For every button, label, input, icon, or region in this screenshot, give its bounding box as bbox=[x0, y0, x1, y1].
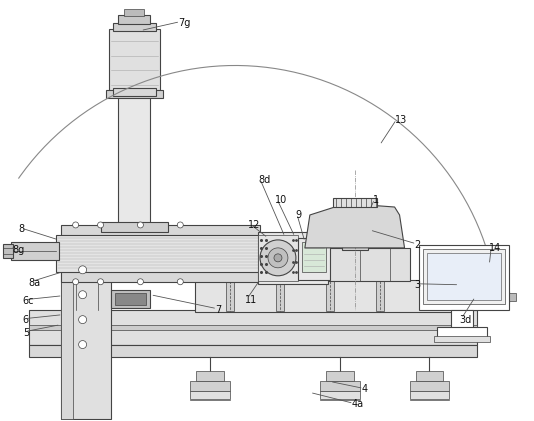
Text: 4a: 4a bbox=[352, 400, 364, 409]
Bar bbox=[428, 253, 501, 300]
Bar bbox=[195, 280, 459, 312]
Bar bbox=[190, 381, 230, 392]
Text: 13: 13 bbox=[395, 115, 407, 125]
Bar bbox=[506, 293, 516, 301]
Bar bbox=[29, 310, 477, 344]
Text: 8a: 8a bbox=[29, 278, 41, 288]
Bar bbox=[196, 371, 224, 381]
Bar bbox=[423, 249, 505, 304]
Circle shape bbox=[137, 279, 144, 285]
Bar bbox=[300, 248, 410, 281]
Circle shape bbox=[78, 316, 87, 324]
Bar bbox=[61, 235, 111, 419]
Bar bbox=[100, 222, 168, 232]
Text: 3d: 3d bbox=[459, 314, 472, 325]
Bar bbox=[298, 238, 330, 280]
Bar bbox=[410, 381, 450, 392]
Bar bbox=[420, 245, 509, 310]
Bar bbox=[415, 371, 443, 381]
Text: 2: 2 bbox=[414, 240, 421, 250]
Bar bbox=[124, 9, 144, 16]
Circle shape bbox=[78, 266, 87, 274]
Bar bbox=[70, 392, 111, 400]
Circle shape bbox=[78, 341, 87, 349]
Bar bbox=[119, 15, 151, 24]
Text: 10: 10 bbox=[275, 195, 287, 205]
Circle shape bbox=[98, 279, 104, 285]
Text: 9: 9 bbox=[295, 210, 301, 220]
Bar bbox=[77, 371, 105, 381]
Text: 6c: 6c bbox=[23, 296, 34, 306]
Bar bbox=[61, 225, 260, 237]
Bar bbox=[61, 235, 73, 419]
Bar bbox=[111, 290, 151, 308]
Text: 7g: 7g bbox=[178, 18, 191, 28]
Polygon shape bbox=[305, 205, 405, 248]
Bar bbox=[435, 336, 490, 341]
Text: 8d: 8d bbox=[258, 175, 270, 185]
Text: 12: 12 bbox=[248, 220, 261, 230]
Bar bbox=[375, 281, 383, 311]
Circle shape bbox=[78, 291, 87, 299]
Bar bbox=[106, 91, 163, 99]
Circle shape bbox=[73, 279, 78, 285]
Circle shape bbox=[177, 279, 183, 285]
Bar bbox=[113, 88, 156, 96]
Text: 11: 11 bbox=[245, 295, 257, 305]
Bar bbox=[29, 325, 477, 330]
Circle shape bbox=[274, 254, 282, 262]
Text: 4: 4 bbox=[362, 384, 368, 394]
Text: 1: 1 bbox=[373, 195, 379, 205]
Bar bbox=[489, 291, 509, 303]
Bar bbox=[70, 381, 111, 392]
Bar bbox=[119, 96, 151, 225]
Bar bbox=[113, 23, 156, 31]
Text: 6: 6 bbox=[23, 314, 29, 325]
Bar bbox=[11, 242, 59, 260]
Text: 5: 5 bbox=[23, 328, 29, 338]
Bar bbox=[29, 344, 477, 357]
Bar bbox=[190, 392, 230, 400]
Circle shape bbox=[260, 240, 296, 276]
Bar bbox=[276, 281, 284, 311]
Bar bbox=[114, 293, 146, 305]
Bar bbox=[61, 270, 260, 282]
Circle shape bbox=[98, 222, 104, 228]
Text: 7: 7 bbox=[215, 305, 222, 314]
Bar bbox=[226, 281, 234, 311]
Text: 3: 3 bbox=[414, 280, 421, 290]
Text: 14: 14 bbox=[489, 243, 501, 253]
Bar bbox=[342, 210, 368, 250]
Bar bbox=[56, 235, 265, 272]
Bar bbox=[320, 381, 360, 392]
Bar bbox=[320, 392, 360, 400]
Bar bbox=[333, 198, 376, 207]
Bar bbox=[410, 392, 450, 400]
Bar bbox=[437, 327, 487, 336]
Bar bbox=[326, 281, 334, 311]
Text: 8: 8 bbox=[19, 224, 25, 234]
Circle shape bbox=[177, 222, 183, 228]
Text: 8g: 8g bbox=[13, 245, 25, 255]
Bar bbox=[258, 232, 328, 284]
Circle shape bbox=[268, 248, 288, 268]
Bar bbox=[451, 310, 473, 328]
Circle shape bbox=[73, 222, 78, 228]
Bar bbox=[108, 29, 160, 96]
Bar bbox=[302, 242, 326, 272]
Circle shape bbox=[137, 222, 144, 228]
Bar bbox=[258, 235, 298, 281]
Bar bbox=[457, 288, 492, 306]
Bar bbox=[326, 371, 354, 381]
Bar bbox=[3, 244, 13, 258]
